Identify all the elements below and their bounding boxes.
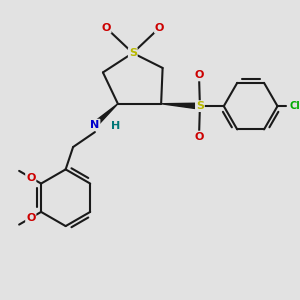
- Text: O: O: [26, 172, 35, 183]
- Text: O: O: [26, 213, 35, 223]
- Polygon shape: [93, 104, 118, 127]
- Text: N: N: [90, 120, 100, 130]
- Text: O: O: [194, 70, 204, 80]
- Text: Cl: Cl: [289, 101, 300, 111]
- Text: O: O: [155, 23, 164, 33]
- Text: S: S: [129, 48, 137, 58]
- Polygon shape: [161, 103, 200, 109]
- Text: O: O: [194, 132, 204, 142]
- Text: S: S: [196, 101, 204, 111]
- Text: H: H: [111, 121, 121, 131]
- Text: O: O: [101, 23, 111, 33]
